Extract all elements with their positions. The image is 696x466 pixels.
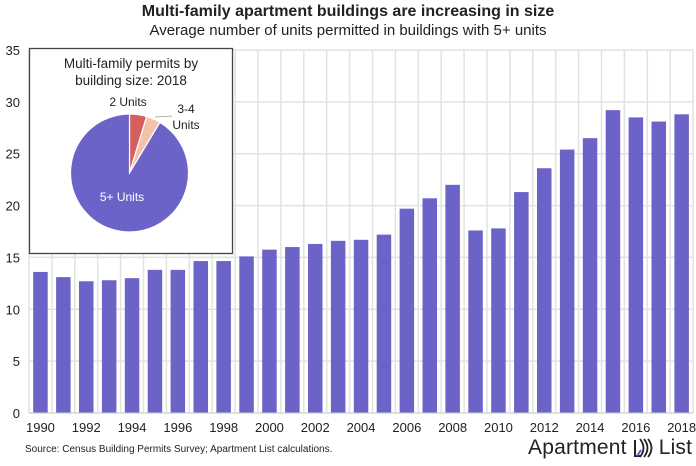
- pie-title: Multi-family permits by: [64, 56, 199, 71]
- x-tick-label: 1996: [163, 420, 192, 435]
- x-tick-label: 2006: [392, 420, 421, 435]
- x-tick-label: 1994: [118, 420, 147, 435]
- bar-2018: [674, 114, 689, 413]
- x-tick-label: 1992: [72, 420, 101, 435]
- bar-2012: [537, 168, 552, 413]
- logo-icon: [633, 438, 653, 458]
- bar-2013: [559, 149, 575, 413]
- bar-2003: [330, 240, 346, 413]
- bar-1994: [124, 278, 140, 413]
- bar-2011: [514, 192, 529, 413]
- bar-1991: [56, 277, 71, 413]
- bar-1992: [79, 281, 94, 413]
- bar-1990: [33, 271, 48, 413]
- bar-1999: [239, 256, 254, 413]
- pie-label-3-4-units: Units: [172, 118, 199, 132]
- bar-2009: [468, 230, 483, 413]
- chart-title: Multi-family apartment buildings are inc…: [141, 3, 555, 20]
- x-tick-label: 2016: [621, 420, 650, 435]
- source-note: Source: Census Building Permits Survey; …: [25, 444, 333, 455]
- bar-1995: [147, 269, 163, 413]
- bar-2015: [605, 110, 621, 413]
- bar-1996: [170, 269, 186, 413]
- x-tick-label: 2000: [255, 420, 284, 435]
- y-tick-label: 10: [6, 302, 20, 317]
- bar-2014: [582, 138, 598, 413]
- bar-2000: [262, 249, 277, 413]
- bar-2016: [628, 117, 644, 414]
- bar-2006: [399, 208, 415, 413]
- bar-2004: [353, 239, 369, 413]
- y-tick-label: 0: [13, 406, 20, 421]
- bar-1998: [216, 261, 231, 413]
- y-tick-label: 35: [6, 43, 20, 58]
- apartment-list-logo: Apartment List: [528, 436, 692, 460]
- bar-2001: [285, 247, 300, 413]
- y-tick-label: 25: [6, 147, 20, 162]
- x-tick-label: 2018: [667, 420, 696, 435]
- bar-2005: [376, 234, 392, 413]
- bar-1997: [193, 261, 208, 413]
- y-tick-label: 30: [6, 95, 20, 110]
- bar-2002: [308, 243, 323, 413]
- x-tick-label: 1998: [209, 420, 238, 435]
- bar-2017: [651, 121, 666, 413]
- y-tick-label: 5: [13, 354, 20, 369]
- x-tick-label: 2014: [576, 420, 605, 435]
- bar-2010: [491, 228, 506, 413]
- bar-2007: [422, 198, 437, 413]
- bar-1993: [101, 280, 117, 413]
- pie-label-5-units: 5+ Units: [100, 190, 144, 204]
- pie-leader-line: [154, 115, 173, 118]
- pie-title: building size: 2018: [75, 73, 187, 88]
- logo-text-right: List: [658, 436, 693, 459]
- chart-subtitle: Average number of units permitted in bui…: [149, 22, 547, 39]
- x-tick-label: 1990: [26, 420, 55, 435]
- pie-slice-5-units: [69, 113, 190, 233]
- y-tick-label: 15: [6, 250, 20, 265]
- bar-2008: [445, 184, 460, 413]
- x-tick-label: 2008: [438, 420, 467, 435]
- y-tick-label: 20: [6, 199, 20, 214]
- pie-label-2-units: 2 Units: [109, 95, 146, 109]
- x-tick-label: 2002: [301, 420, 330, 435]
- pie-label-3-4-units: 3-4: [177, 102, 195, 116]
- x-tick-label: 2010: [484, 420, 513, 435]
- x-tick-label: 2012: [530, 420, 559, 435]
- logo-text-left: Apartment: [528, 436, 627, 459]
- x-tick-label: 2004: [347, 420, 376, 435]
